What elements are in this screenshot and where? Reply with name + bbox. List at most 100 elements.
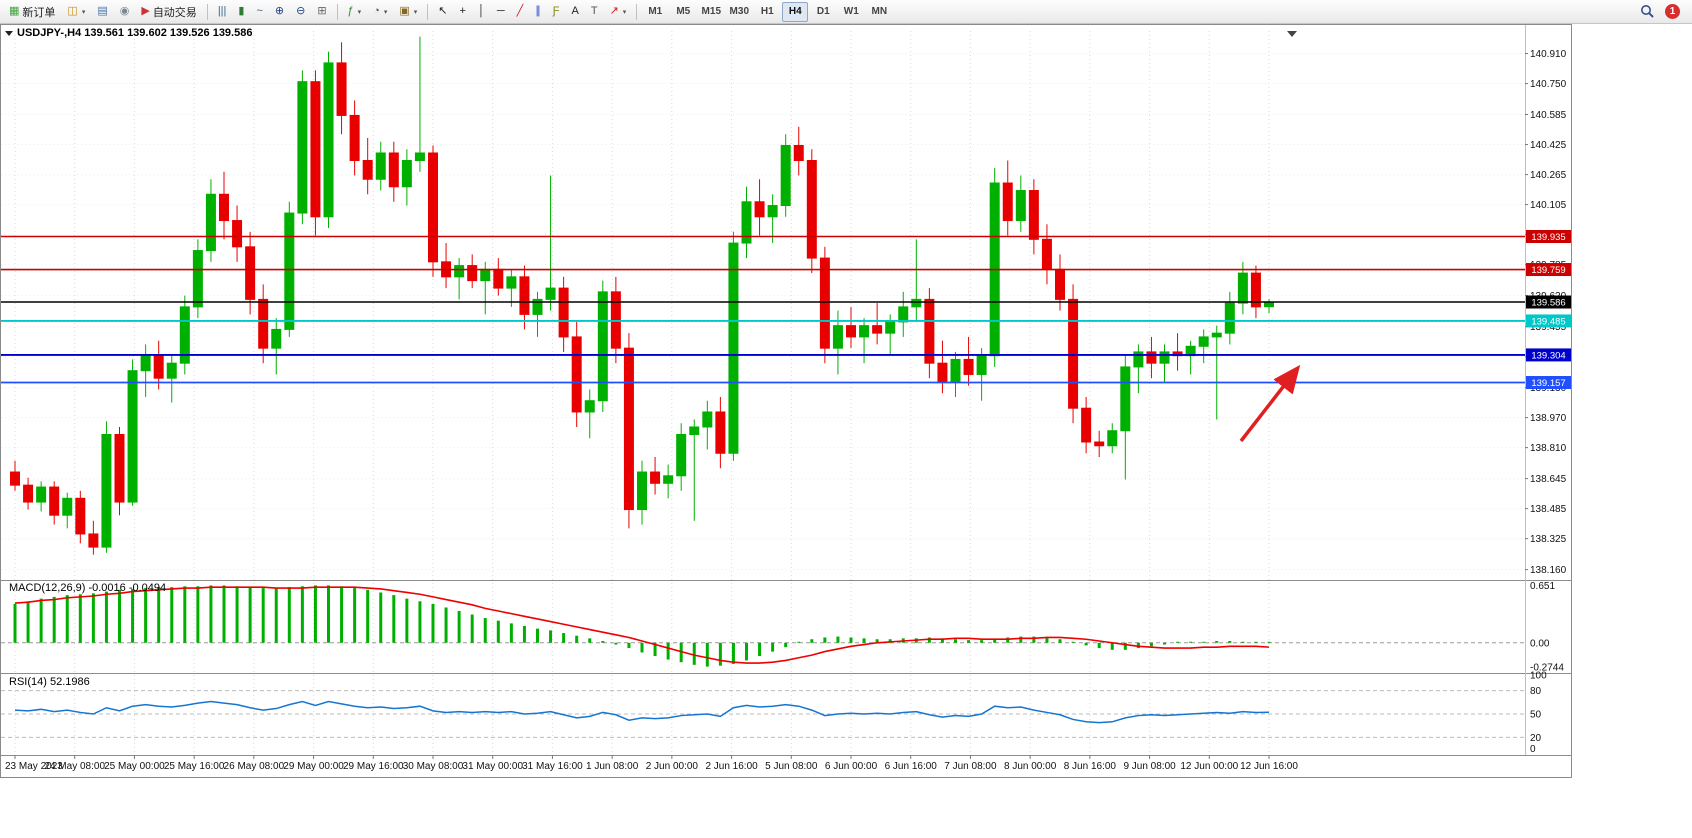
timeframe-m1-button[interactable]: M1 xyxy=(648,5,663,17)
candle-body xyxy=(623,347,634,511)
candle-body xyxy=(153,355,164,379)
time-axis-label: 25 May 16:00 xyxy=(164,761,225,772)
candle-body xyxy=(271,328,282,349)
new-chart-button[interactable]: ◫ ▾ xyxy=(62,1,90,23)
candle-body xyxy=(767,205,778,218)
trendline-icon: ╱ xyxy=(516,5,524,17)
candle-body xyxy=(205,193,216,252)
auto-trading-button[interactable]: ▶ 自动交易 xyxy=(136,1,201,23)
time-axis-label: 2 Jun 00:00 xyxy=(646,761,699,772)
line-chart-button[interactable]: ~ xyxy=(251,1,267,23)
trend-arrow-annotation[interactable] xyxy=(1239,364,1301,443)
notification-badge[interactable]: 1 xyxy=(1665,4,1680,19)
candle-body xyxy=(832,325,843,349)
candle-body xyxy=(1198,336,1209,347)
candlestick-chart-button[interactable]: ▮ xyxy=(233,1,249,23)
timeframe-h4-button[interactable]: H4 xyxy=(782,1,809,22)
candle-body xyxy=(506,276,517,289)
time-axis-label: 1 Jun 08:00 xyxy=(586,761,639,772)
chart-shift-marker[interactable] xyxy=(1287,31,1297,37)
rsi-axis-label: 100 xyxy=(1530,671,1547,682)
candle-body xyxy=(480,268,491,282)
timeframe-w1-button[interactable]: W1 xyxy=(843,5,859,17)
profiles-button[interactable]: ▤ xyxy=(92,1,112,23)
text-button[interactable]: A xyxy=(566,1,583,23)
candle-body xyxy=(219,193,229,222)
candle-body xyxy=(375,152,386,180)
candle-body xyxy=(597,291,608,402)
tile-windows-button[interactable]: ⊞ xyxy=(312,1,331,23)
price-badge xyxy=(1526,295,1571,309)
fibonacci-button[interactable]: Ƒ xyxy=(548,1,565,23)
timeframe-m15-button[interactable]: M15 xyxy=(701,5,721,17)
candle-body xyxy=(819,257,830,349)
toolbar-separator xyxy=(636,3,638,20)
candle-body xyxy=(388,152,399,188)
arrows-button[interactable]: ↗ ▾ xyxy=(605,1,632,23)
line-chart-icon: ~ xyxy=(256,5,263,17)
rsi-line xyxy=(14,700,1270,724)
rsi-axis-label: 80 xyxy=(1530,686,1542,697)
time-axis-label: 6 Jun 16:00 xyxy=(885,761,938,772)
macd-signal-line xyxy=(14,586,1270,664)
price-axis-label: 140.265 xyxy=(1530,170,1567,181)
timeframe-m30-button[interactable]: M30 xyxy=(729,5,749,17)
price-chart[interactable]: 140.910 140.750 140.585 140.425 140.265 140.1… xyxy=(1,25,1571,777)
time-scale[interactable] xyxy=(1,755,1571,777)
price-badge-label: 139.586 xyxy=(1531,297,1565,308)
crosshair-button[interactable]: + xyxy=(455,1,471,23)
candle-body xyxy=(1146,351,1157,364)
vertical-line-button[interactable]: │ xyxy=(473,1,490,23)
candle-body xyxy=(179,306,190,364)
candle-body xyxy=(88,533,99,548)
timeframe-d1-button[interactable]: D1 xyxy=(816,5,830,17)
candle-body xyxy=(963,358,974,375)
candle-body xyxy=(976,355,987,375)
label-button[interactable]: T xyxy=(586,1,603,23)
trendline-button[interactable]: ╱ xyxy=(512,1,529,23)
price-badge xyxy=(1526,348,1571,362)
candle-body xyxy=(754,201,765,218)
candle-body xyxy=(1211,332,1222,338)
profiles-icon: ▤ xyxy=(97,5,108,17)
price-scale[interactable] xyxy=(1525,25,1571,755)
candle-body xyxy=(1081,407,1092,443)
horizontal-line-button[interactable]: ─ xyxy=(492,1,510,23)
templates-button[interactable]: ▣ ▾ xyxy=(394,1,422,23)
new-order-button[interactable]: ▦ 新订单 xyxy=(4,1,60,23)
periods-button[interactable]: ◔ ▾ xyxy=(368,1,392,23)
search-icon[interactable] xyxy=(1640,4,1655,19)
candle-body xyxy=(806,159,817,259)
rsi-axis-label: 0 xyxy=(1530,744,1536,755)
candle-body xyxy=(924,298,935,364)
time-axis-label: 12 Jun 00:00 xyxy=(1180,761,1238,772)
timeframe-m5-button[interactable]: M5 xyxy=(676,5,691,17)
one-click-trading-toggle[interactable] xyxy=(5,31,13,36)
bar-chart-button[interactable]: ||| xyxy=(213,1,232,23)
channel-button[interactable]: ∥ xyxy=(530,1,546,23)
candle-body xyxy=(571,336,582,413)
candle-body xyxy=(1159,351,1170,364)
clock-icon: ◔ xyxy=(373,5,380,17)
price-axis-label: 138.645 xyxy=(1530,474,1567,485)
candle-body xyxy=(780,144,791,207)
price-badge xyxy=(1526,376,1571,390)
template-icon: ▣ xyxy=(399,5,410,17)
candle-body xyxy=(911,298,922,308)
time-axis-label: 26 May 08:00 xyxy=(224,761,285,772)
data-window-button[interactable]: ◉ xyxy=(115,1,135,23)
timeframe-h1-button[interactable]: H1 xyxy=(760,5,774,17)
candle-body xyxy=(192,250,203,308)
candle-body xyxy=(362,159,373,180)
indicators-button[interactable]: ƒ ▾ xyxy=(343,1,367,23)
candle-body xyxy=(1237,272,1248,304)
cursor-button[interactable]: ↖ xyxy=(433,1,452,23)
candle-body xyxy=(1094,441,1105,447)
time-axis-label: 25 May 00:00 xyxy=(104,761,165,772)
zoom-in-button[interactable]: ⊕ xyxy=(270,1,289,23)
price-axis-label: 140.105 xyxy=(1530,200,1567,211)
zoom-out-button[interactable]: ⊖ xyxy=(291,1,310,23)
timeframe-mn-button[interactable]: MN xyxy=(871,5,888,17)
candle-body xyxy=(1015,190,1026,222)
time-axis-label: 23 May 2023 xyxy=(5,761,63,772)
